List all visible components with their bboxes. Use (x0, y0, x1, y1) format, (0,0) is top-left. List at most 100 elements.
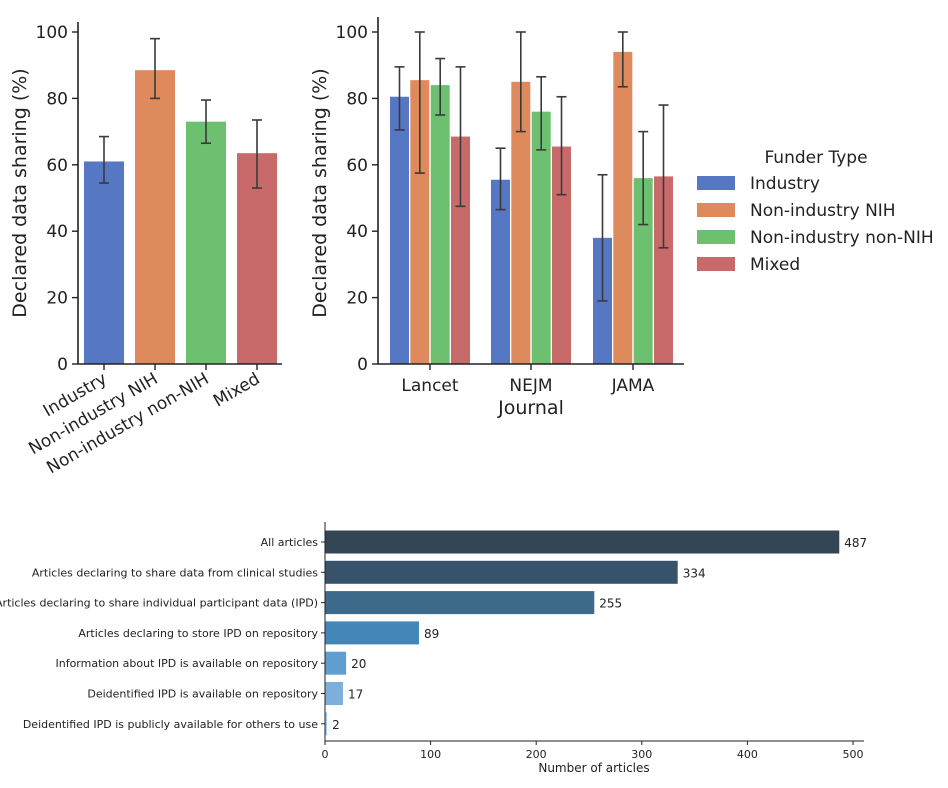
legend-label-1: Non-industry NIH (750, 201, 896, 221)
c1-error-bar-3 (252, 119, 262, 189)
c1-y-tick-label-3: 60 (46, 156, 68, 176)
c3-bar-3 (325, 621, 419, 645)
c3-x-tick-label-0: 0 (322, 748, 329, 761)
c2-error-bar-3-2 (658, 104, 669, 249)
c3-value-label-1: 334 (683, 566, 706, 580)
c1-error-bars (99, 37, 262, 189)
c3-bars: 487 334 255 89 20 17 2 (325, 530, 867, 736)
c3-category-label-5: Deidentified IPD is available on reposit… (87, 688, 318, 701)
c2-error-bar-0-0 (394, 66, 405, 131)
c3-value-label-3: 89 (424, 627, 439, 641)
c2-bar-1-1 (511, 81, 531, 365)
c2-y-tick-label-1: 20 (346, 289, 368, 309)
legend-swatch-2 (697, 230, 735, 244)
c3-x-ticks: 0 100 200 300 400 500 (322, 741, 864, 761)
c2-x-tick-label-0: Lancet (401, 376, 458, 396)
c1-bar-1 (135, 70, 175, 365)
c2-y-tick-label-5: 100 (336, 23, 368, 43)
c2-error-bar-0-1 (495, 147, 506, 211)
chart-journal-funder: 0 20 40 60 80 100 Lancet NEJM JAMA Declared dat… (309, 17, 934, 419)
legend-swatch-3 (697, 257, 735, 271)
legend-label-2: Non-industry non-NIH (750, 228, 934, 248)
legend-label-3: Mixed (750, 255, 800, 275)
c2-error-bars (394, 31, 669, 302)
c3-category-label-4: Information about IPD is available on re… (55, 657, 318, 670)
c2-error-bar-1-1 (515, 31, 526, 133)
c2-error-bar-1-0 (414, 31, 425, 174)
c3-category-labels: All articles Articles declaring to share … (0, 536, 325, 731)
c3-value-label-6: 2 (332, 718, 340, 732)
c3-bar-2 (325, 591, 595, 615)
c1-error-bar-2 (201, 99, 211, 145)
c3-x-tick-label-5: 500 (843, 748, 864, 761)
c2-bar-3-2 (654, 176, 673, 364)
c2-bar-1-0 (410, 80, 430, 364)
c2-error-bar-2-1 (536, 76, 547, 151)
c3-category-label-0: All articles (261, 536, 319, 549)
c1-y-axis-label: Declared data sharing (%) (9, 68, 31, 317)
c1-y-tick-label-0: 0 (57, 355, 68, 375)
c2-bar-2-0 (430, 85, 450, 365)
c1-y-tick-label-2: 40 (46, 222, 68, 242)
c3-category-label-1: Articles declaring to share data from cl… (32, 566, 318, 579)
c2-y-tick-label-4: 80 (346, 89, 368, 109)
c2-x-ticks: Lancet NEJM JAMA (401, 364, 655, 396)
c2-y-tick-label-2: 40 (346, 222, 368, 242)
c3-bar-4 (325, 651, 347, 675)
c3-value-label-0: 487 (844, 536, 867, 550)
c2-x-tick-label-1: NEJM (509, 376, 552, 396)
c1-y-tick-label-4: 80 (46, 89, 68, 109)
c1-y-ticks: 0 20 40 60 80 100 (36, 23, 78, 375)
c3-bar-5 (325, 682, 343, 705)
legend-title: Funder Type (764, 148, 867, 168)
c2-bar-3-0 (451, 136, 470, 364)
c2-bars (390, 51, 673, 365)
c2-bar-0-1 (491, 179, 510, 364)
c3-value-label-2: 255 (599, 597, 622, 611)
c3-x-tick-label-1: 100 (420, 748, 441, 761)
c3-x-tick-label-3: 300 (631, 748, 652, 761)
c3-value-label-4: 20 (351, 657, 366, 671)
c2-error-bar-0-2 (597, 173, 608, 302)
c3-bar-6 (325, 712, 328, 736)
legend-swatch-1 (697, 203, 735, 217)
c1-y-tick-label-1: 20 (46, 289, 68, 309)
c2-y-tick-label-3: 60 (346, 156, 368, 176)
c1-error-bar-1 (150, 37, 160, 100)
c2-error-bar-3-1 (556, 95, 567, 196)
c3-category-label-3: Articles declaring to store IPD on repos… (78, 627, 318, 640)
c2-x-tick-label-2: JAMA (611, 376, 655, 396)
c2-legend: Funder Type Industry Non-industry NIH Non-… (697, 148, 934, 275)
legend-swatch-0 (697, 176, 735, 190)
legend-label-0: Industry (750, 174, 820, 194)
c1-bars (84, 70, 277, 365)
c2-bar-1-2 (613, 51, 633, 365)
c2-error-bar-3-0 (455, 66, 466, 208)
c2-y-ticks: 0 20 40 60 80 100 (336, 23, 378, 375)
c3-bar-1 (325, 560, 678, 584)
c3-category-label-6: Deidentified IPD is publicly available f… (23, 718, 318, 731)
c3-value-label-5: 17 (348, 688, 363, 702)
c1-y-tick-label-5: 100 (36, 23, 68, 43)
c2-bar-2-1 (531, 111, 551, 365)
c2-error-bar-2-2 (638, 130, 649, 226)
c2-y-axis-label: Declared data sharing (%) (309, 68, 331, 317)
c3-bar-0 (325, 530, 840, 554)
c1-bar-2 (186, 121, 226, 364)
c1-x-tick-label-3: Mixed (210, 369, 263, 411)
c2-error-bar-1-2 (617, 31, 628, 88)
c3-x-tick-label-2: 200 (526, 748, 547, 761)
chart-article-funnel: 487 334 255 89 20 17 2 0 100 200 300 400 500 All ar… (0, 522, 867, 775)
c1-error-bar-0 (99, 135, 109, 184)
c3-x-tick-label-4: 400 (737, 748, 758, 761)
c2-error-bar-2-0 (435, 57, 446, 116)
c2-x-axis-label: Journal (497, 397, 564, 419)
c2-bar-0-0 (390, 96, 409, 365)
c3-x-axis-label: Number of articles (538, 761, 649, 775)
c2-y-tick-label-0: 0 (357, 355, 368, 375)
c3-category-label-2: Articles declaring to share individual p… (0, 597, 318, 610)
c1-bar-0 (84, 161, 124, 364)
